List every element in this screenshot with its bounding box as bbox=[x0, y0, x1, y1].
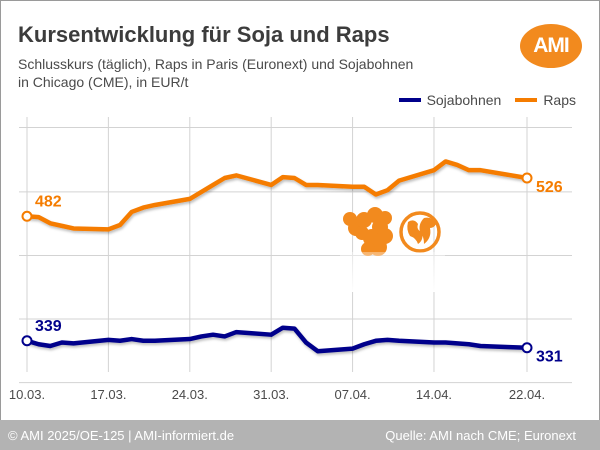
x-tick-label: 31.03. bbox=[253, 387, 289, 402]
x-tick-label: 10.03. bbox=[9, 387, 45, 402]
footer-source: Quelle: AMI nach CME; Euronext bbox=[385, 427, 576, 443]
subtitle-line-1: Schlusskurs (täglich), Raps in Paris (Eu… bbox=[18, 56, 414, 72]
line-chart: 10.03. 17.03. 24.03. 31.03. 07.04. 14.04. 22.0… bbox=[9, 117, 572, 402]
start-marker-sojabohnen bbox=[21, 335, 33, 347]
series-line-sojabohnen bbox=[24, 325, 530, 354]
series-line-raps bbox=[24, 159, 530, 232]
subtitle-line-2: in Chicago (CME), in EUR/t bbox=[18, 74, 189, 90]
chart-legend: Sojabohnen Raps bbox=[385, 92, 576, 108]
x-tick-label: 22.04. bbox=[509, 387, 545, 402]
grid-lines bbox=[19, 117, 572, 384]
x-tick-label: 17.03. bbox=[90, 387, 126, 402]
chart-subtitle: Schlusskurs (täglich), Raps in Paris (Eu… bbox=[18, 55, 458, 91]
end-marker-raps bbox=[521, 172, 533, 184]
start-marker-raps bbox=[21, 210, 33, 222]
globe-icon bbox=[399, 211, 441, 253]
legend-item-raps: Raps bbox=[515, 92, 576, 108]
flower-icon bbox=[343, 207, 393, 256]
legend-swatch-soja bbox=[398, 98, 421, 102]
legend-label-soja: Sojabohnen bbox=[426, 92, 502, 108]
end-label-raps: 526 bbox=[536, 179, 563, 196]
x-axis-ticks: 10.03. 17.03. 24.03. 31.03. 07.04. 14.04. 22.0… bbox=[9, 387, 545, 402]
start-label-raps: 482 bbox=[35, 193, 62, 210]
legend-item-soja: Sojabohnen bbox=[398, 92, 502, 108]
decoration bbox=[340, 207, 445, 292]
start-label-sojabohnen: 339 bbox=[35, 318, 62, 335]
data-labels: 339 331 482 526 bbox=[35, 179, 563, 366]
ami-logo: AMI bbox=[520, 24, 582, 68]
x-tick-label: 24.03. bbox=[172, 387, 208, 402]
x-tick-label: 07.04. bbox=[335, 387, 371, 402]
chart-title: Kursentwicklung für Soja und Raps bbox=[18, 22, 390, 47]
legend-swatch-raps bbox=[515, 98, 538, 102]
footer-bar: © AMI 2025/OE-125 | AMI-informiert.de Qu… bbox=[0, 420, 600, 450]
end-marker-sojabohnen bbox=[521, 342, 533, 354]
series-lines bbox=[21, 159, 533, 354]
footer-copyright: © AMI 2025/OE-125 | AMI-informiert.de bbox=[8, 427, 235, 443]
legend-label-raps: Raps bbox=[543, 92, 576, 108]
x-tick-label: 14.04. bbox=[416, 387, 452, 402]
end-label-sojabohnen: 331 bbox=[536, 349, 563, 366]
